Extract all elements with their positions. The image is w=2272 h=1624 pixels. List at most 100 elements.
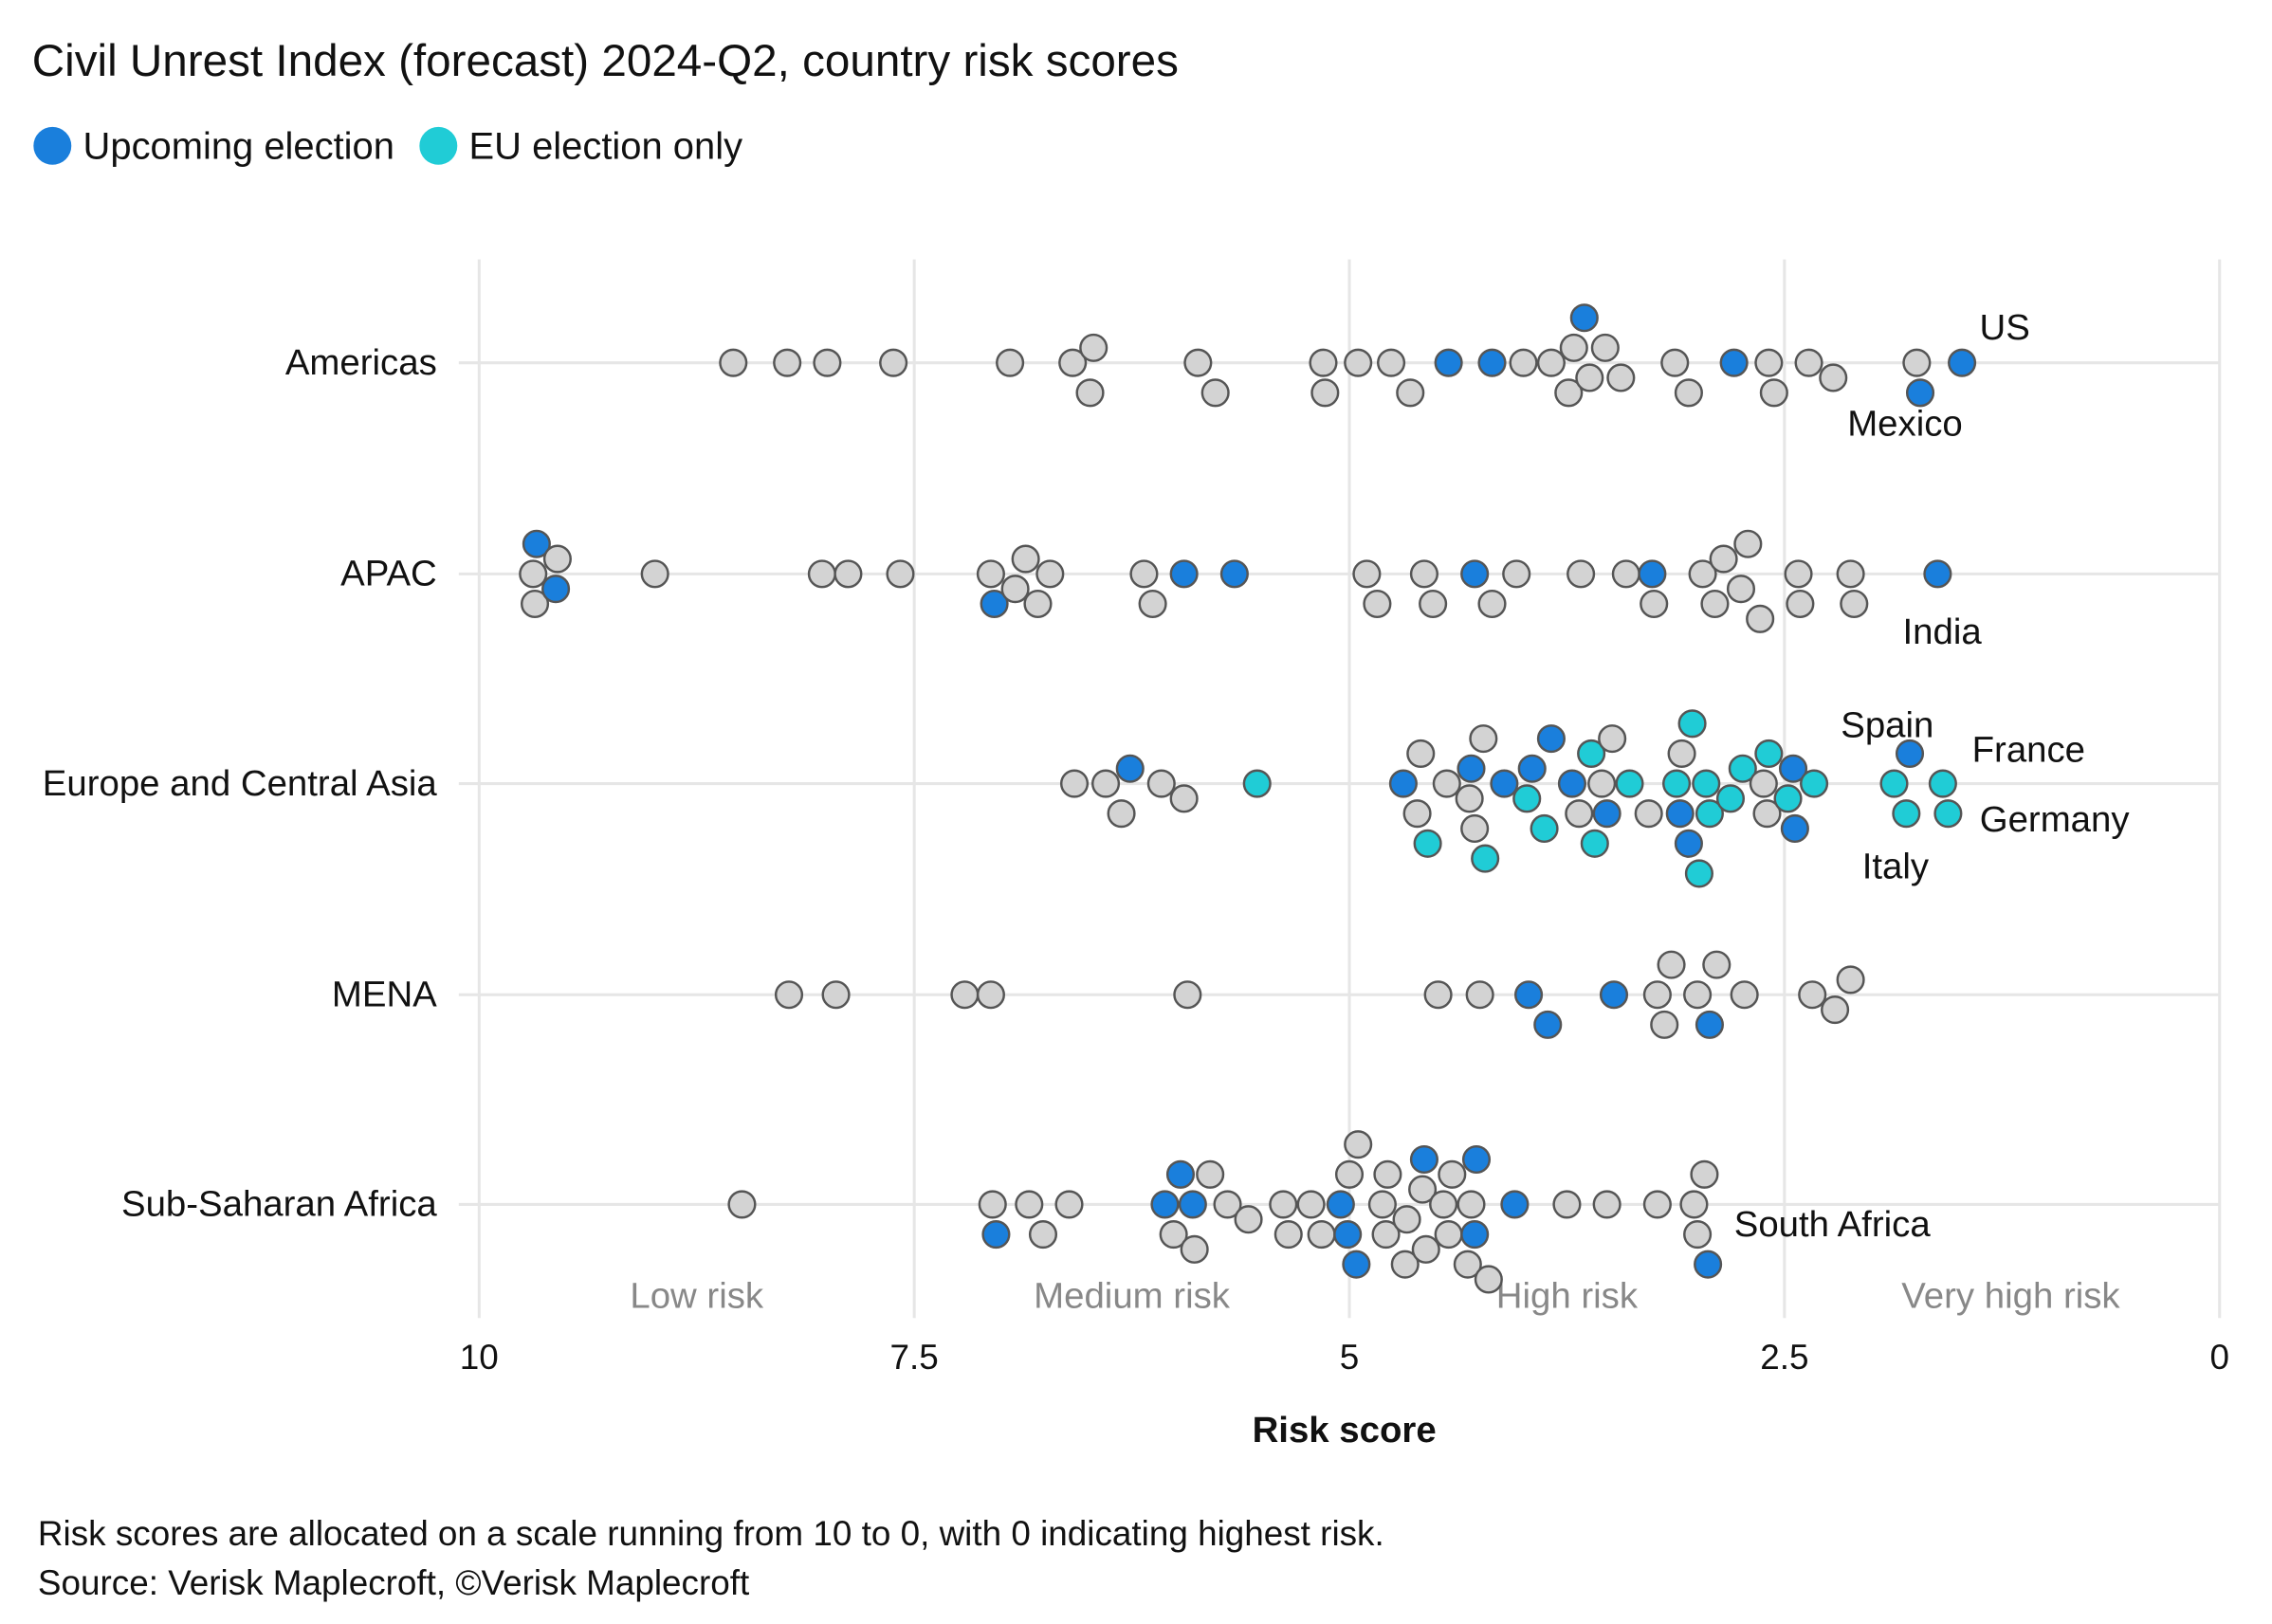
point-other — [1419, 589, 1448, 619]
point-eu-election — [1512, 784, 1542, 813]
point-eu-election — [1692, 769, 1721, 798]
point-election — [1165, 1159, 1196, 1189]
point-other — [1840, 589, 1869, 619]
point-election — [1169, 559, 1199, 589]
point-other — [879, 348, 908, 377]
point-other — [834, 559, 863, 589]
point-other — [1058, 348, 1088, 377]
point-election — [1434, 348, 1463, 377]
point-other — [1075, 378, 1105, 408]
legend-label-election: Upcoming election — [83, 126, 394, 168]
point-other — [1377, 348, 1406, 377]
point-other — [1759, 378, 1788, 408]
point-election — [1533, 1010, 1563, 1039]
x-tick-label: 7.5 — [890, 1338, 939, 1377]
point-election — [1409, 1144, 1438, 1175]
point-other — [1200, 378, 1230, 408]
point-other — [950, 980, 980, 1010]
annotations: Mexico US India Italy Spain Germany France Sout… — [1734, 307, 2131, 1245]
point-eu-election — [1754, 739, 1784, 768]
point-other — [1035, 559, 1065, 589]
point-other — [996, 348, 1025, 377]
point-eu-election — [1577, 739, 1606, 768]
point-other — [1798, 980, 1827, 1010]
chart-title: Civil Unrest Index (forecast) 2024-Q2, c… — [32, 36, 1179, 86]
category-label: MENA — [332, 975, 437, 1015]
point-other — [1234, 1205, 1263, 1234]
legend-swatch-eu — [419, 126, 458, 165]
point-other — [1565, 799, 1594, 829]
point-other — [1688, 559, 1717, 589]
point-other — [1423, 980, 1453, 1010]
point-other — [1180, 1234, 1209, 1264]
point-election — [1778, 754, 1808, 783]
point-other — [1091, 769, 1121, 798]
point-other — [1169, 784, 1199, 813]
point-other — [1709, 544, 1738, 574]
point-other — [1465, 980, 1494, 1010]
point-annotation: India — [1903, 611, 1983, 652]
point-election — [1569, 303, 1599, 333]
point-other — [1660, 348, 1690, 377]
point-other — [976, 559, 1005, 589]
category-label: Sub-Saharan Africa — [121, 1184, 437, 1225]
point-other — [1642, 1190, 1672, 1219]
point-eu-election — [1879, 769, 1909, 798]
point-eu-election — [1773, 784, 1803, 813]
point-other — [1749, 769, 1778, 798]
point-other — [813, 348, 842, 377]
point-other — [1183, 348, 1213, 377]
point-election — [541, 575, 571, 604]
point-election — [1115, 754, 1145, 783]
point-other — [1344, 1130, 1373, 1159]
x-tick-label: 2.5 — [1760, 1338, 1808, 1377]
point-other — [1011, 544, 1040, 574]
point-other — [1902, 348, 1932, 377]
point-other — [719, 348, 748, 377]
point-other — [1536, 348, 1566, 377]
point-other — [1784, 559, 1813, 589]
point-other — [1730, 980, 1759, 1010]
point-election — [1638, 559, 1667, 589]
point-other — [1273, 1219, 1303, 1250]
point-other — [1552, 1190, 1582, 1219]
point-other — [1363, 589, 1392, 619]
x-tick-label: 5 — [1340, 1338, 1360, 1377]
point-election — [1490, 769, 1519, 798]
point-other — [1028, 1219, 1058, 1250]
point-other — [1438, 1159, 1467, 1189]
point-other — [1836, 559, 1865, 589]
point-other — [1406, 739, 1436, 768]
point-other — [1000, 575, 1030, 604]
point-election — [1150, 1190, 1180, 1219]
point-other — [1690, 1159, 1719, 1189]
point-eu-election — [1928, 769, 1957, 798]
x-axis-label: Risk score — [1253, 1410, 1437, 1451]
point-election — [1557, 769, 1586, 798]
legend-label-eu: EU election only — [469, 126, 743, 168]
point-other — [1590, 333, 1620, 362]
risk-band-label: High risk — [1496, 1275, 1639, 1316]
point-other — [1408, 1175, 1438, 1204]
point-election — [1665, 799, 1695, 829]
point-eu-election — [1684, 859, 1713, 888]
point-election — [1333, 1219, 1363, 1250]
point-annotation: Spain — [1841, 704, 1933, 745]
point-other — [727, 1190, 757, 1219]
point-other — [1392, 1205, 1421, 1234]
point-other — [1469, 724, 1498, 754]
point-other — [1107, 799, 1136, 829]
point-election — [1461, 1144, 1492, 1175]
point-other — [1733, 529, 1763, 558]
point-election — [1592, 799, 1622, 829]
x-tick-label: 0 — [2209, 1338, 2229, 1377]
risk-band-label: Low risk — [630, 1275, 764, 1316]
point-other — [1592, 1190, 1622, 1219]
point-eu-election — [1662, 769, 1692, 798]
point-other — [1307, 1219, 1336, 1250]
point-other — [1611, 559, 1640, 589]
point-other — [519, 559, 548, 589]
point-election — [1536, 724, 1566, 754]
point-eu-election — [1242, 769, 1272, 798]
point-other — [1642, 980, 1672, 1010]
